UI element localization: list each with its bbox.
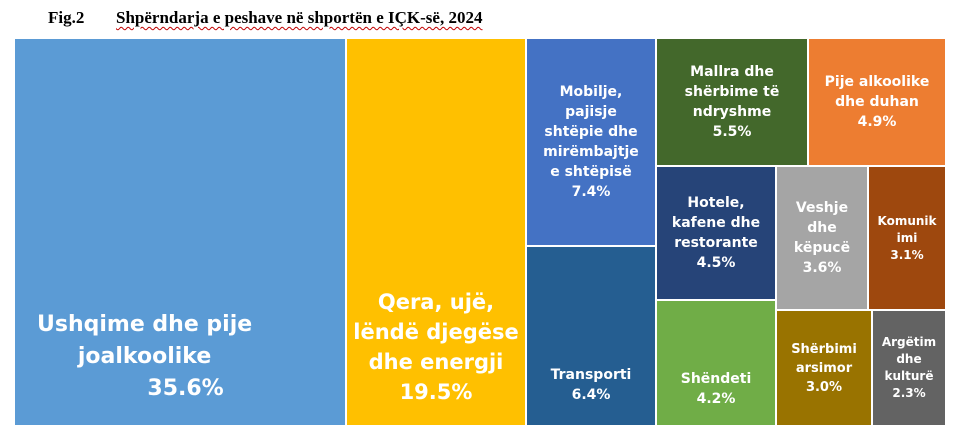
treemap-tile-text: Ushqime dhe pije joalkoolike 35.6% — [37, 309, 252, 405]
treemap-tile-value: 6.4% — [571, 387, 611, 403]
treemap-tile-value: 4.9% — [857, 114, 897, 130]
treemap-tile-label: Argëtim dhe kulturë — [881, 335, 937, 383]
treemap-tile-value: 2.3% — [892, 386, 926, 400]
treemap-tile-value: 3.1% — [890, 247, 924, 262]
treemap-tile-label: Transporti — [550, 367, 632, 383]
treemap-tile-housing: Qera, ujë, lëndë djegëse dhe energji 19.5% — [346, 38, 526, 426]
treemap-tile-text: Hotele, kafene dhe restorante 4.5% — [672, 193, 760, 273]
treemap-tile-text: Transporti 6.4% — [551, 365, 632, 405]
treemap-tile-transport: Transporti 6.4% — [526, 246, 656, 426]
treemap-tile-misc: Mallra dhe shërbime të ndryshme 5.5% — [656, 38, 808, 166]
treemap-tile-label: Veshje dhe këpucë — [793, 200, 851, 256]
figure-title: Shpërndarja e peshave në shportën e IÇK-… — [116, 8, 483, 27]
treemap-tile-text: Veshje dhe këpucë 3.6% — [794, 198, 850, 278]
treemap-tile-value: 19.5% — [399, 380, 473, 404]
treemap-tile-alcohol: Pije alkoolike dhe duhan 4.9% — [808, 38, 946, 166]
treemap-tile-text: Komunik imi 3.1% — [877, 213, 936, 264]
treemap-tile-text: Shëndeti 4.2% — [681, 369, 752, 409]
treemap-tile-food: Ushqime dhe pije joalkoolike 35.6% — [14, 38, 346, 426]
treemap-tile-label: Pije alkoolike dhe duhan — [824, 74, 930, 110]
treemap-tile-label: Qera, ujë, lëndë djegëse dhe energji — [353, 290, 519, 374]
treemap-tile-recreation: Argëtim dhe kulturë 2.3% — [872, 310, 946, 426]
treemap-tile-value: 4.2% — [696, 391, 736, 407]
treemap-tile-education: Shërbimi arsimor 3.0% — [776, 310, 872, 426]
treemap-tile-label: Mallra dhe shërbime të ndryshme — [684, 64, 780, 120]
treemap-tile-value: 5.5% — [712, 124, 752, 140]
treemap-tile-label: Shërbimi arsimor — [791, 341, 857, 376]
treemap-tile-clothing: Veshje dhe këpucë 3.6% — [776, 166, 868, 310]
treemap-tile-furniture: Mobilje, pajisje shtëpie dhe mirëmbajtje e s… — [526, 38, 656, 246]
treemap-tile-value: 35.6% — [147, 376, 224, 401]
treemap-tile-text: Mobilje, pajisje shtëpie dhe mirëmbajtje e s… — [543, 82, 639, 202]
treemap-tile-text: Argëtim dhe kulturë 2.3% — [882, 334, 936, 402]
treemap-tile-label: Hotele, kafene dhe restorante — [671, 195, 761, 251]
treemap-tile-health: Shëndeti 4.2% — [656, 300, 776, 426]
treemap-tile-label: Ushqime dhe pije joalkoolike — [37, 312, 253, 369]
treemap-tile-text: Shërbimi arsimor 3.0% — [791, 340, 857, 397]
treemap-tile-text: Qera, ujë, lëndë djegëse dhe energji 19.5% — [353, 287, 518, 407]
treemap-tile-text: Mallra dhe shërbime të ndryshme 5.5% — [685, 62, 780, 142]
treemap-tile-hotels: Hotele, kafene dhe restorante 4.5% — [656, 166, 776, 300]
treemap-tile-label: Mobilje, pajisje shtëpie dhe mirëmbajtje e s… — [543, 84, 639, 180]
figure-header: Fig.2 Shpërndarja e peshave në shportën … — [0, 6, 973, 32]
treemap-tile-value: 7.4% — [571, 184, 611, 200]
treemap-tile-communication: Komunik imi 3.1% — [868, 166, 946, 310]
treemap-tile-value: 4.5% — [696, 255, 736, 271]
figure-number: Fig.2 — [48, 8, 85, 27]
treemap-tile-label: Shëndeti — [680, 371, 752, 387]
treemap-tile-text: Pije alkoolike dhe duhan 4.9% — [825, 72, 930, 132]
treemap-tile-value: 3.0% — [805, 379, 843, 395]
treemap-tile-label: Komunik imi — [877, 213, 937, 245]
treemap-tile-value: 3.6% — [802, 260, 842, 276]
